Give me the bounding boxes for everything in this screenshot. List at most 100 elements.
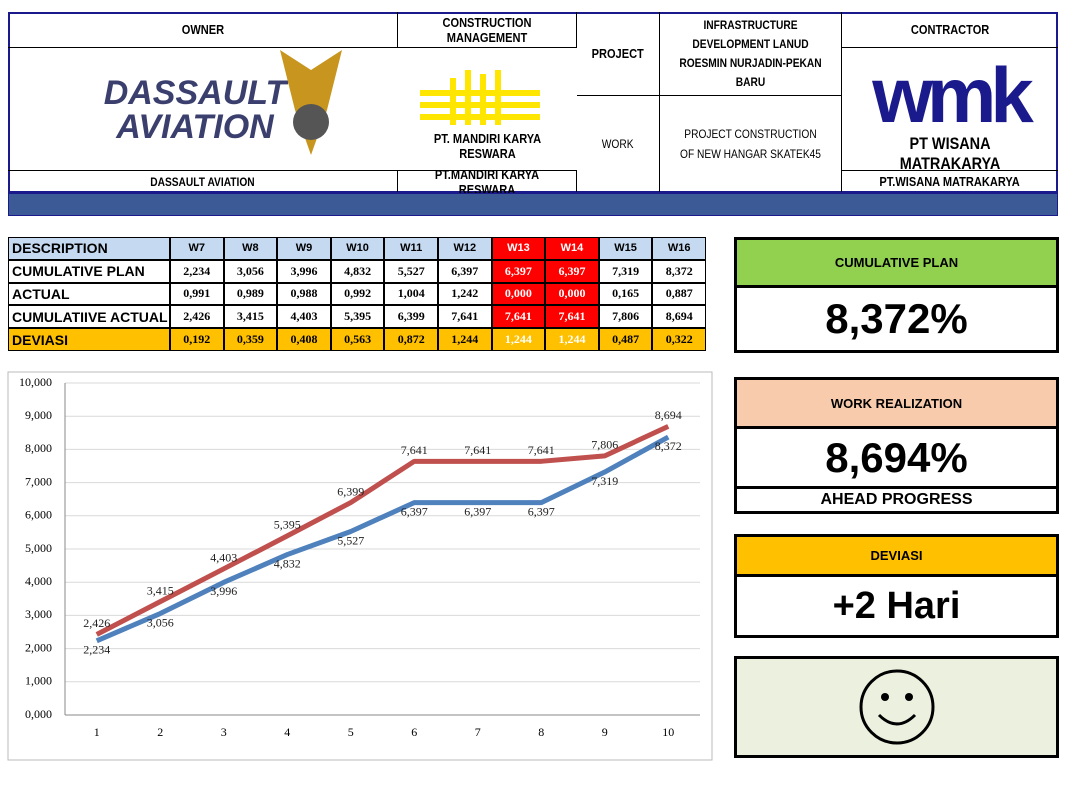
series-line — [95, 424, 670, 637]
project-text: INFRASTRUCTURE DEVELOPMENT LANUD ROESMIN… — [679, 17, 822, 89]
data-label: 3,056 — [147, 615, 174, 629]
table-cell: 0,563 — [330, 328, 385, 351]
table-cell: 0,487 — [598, 328, 653, 351]
owner-title: OWNER — [181, 22, 224, 37]
table-cell: 3,996 — [277, 259, 331, 283]
y-tick-label: 4,000 — [25, 574, 52, 588]
y-tick-label: 5,000 — [25, 541, 52, 555]
table-cell: 7,641 — [491, 305, 546, 329]
table-cell: 0,000 — [491, 282, 546, 306]
chart-frame — [7, 371, 713, 761]
table-cell: 0,192 — [170, 328, 224, 351]
dev-value: +2 Hari — [734, 574, 1059, 638]
data-label: 7,806 — [591, 438, 618, 452]
y-tick-label: 7,000 — [25, 474, 52, 488]
table-cell: 6,397 — [491, 259, 546, 283]
data-label: 3,996 — [210, 584, 237, 598]
table-cell: 5,527 — [384, 259, 438, 283]
data-label: 6,397 — [528, 504, 555, 518]
table-cell: 2,234 — [170, 259, 224, 283]
table-cell: W14 — [545, 237, 599, 260]
data-label: 4,832 — [274, 556, 301, 570]
table-cell: 1,244 — [438, 328, 492, 351]
data-label: 7,641 — [401, 443, 428, 457]
project-label: PROJECT — [591, 46, 645, 61]
cm-name: PT.MANDIRI KARYA RESWARA — [434, 166, 540, 197]
table-cell: 0,165 — [598, 282, 653, 306]
emblem — [280, 50, 342, 155]
x-tick-label: 10 — [662, 725, 674, 739]
data-label: 7,319 — [591, 474, 618, 488]
data-label: 2,234 — [83, 643, 110, 657]
contractor-name: PT.WISANA MATRAKARYA — [879, 174, 1021, 189]
table-cell: W16 — [652, 237, 706, 260]
data-label: 4,403 — [210, 551, 237, 565]
work-label: WORK — [602, 137, 634, 151]
owner-logo: DASSAULT AVIATION — [103, 74, 287, 146]
table-cell: 0,989 — [223, 282, 278, 306]
table-cell: 0,359 — [223, 328, 278, 351]
table-cell: 0,988 — [277, 282, 331, 306]
smiley-panel — [734, 656, 1059, 758]
table-cell: DESCRIPTION — [8, 237, 170, 260]
y-tick-label: 1,000 — [25, 674, 52, 688]
y-tick-label: 2,000 — [25, 640, 52, 654]
y-tick-label: 6,000 — [25, 508, 52, 522]
contractor-logo: wmk — [872, 50, 1033, 139]
table-cell: CUMULATIVE PLAN — [8, 259, 170, 283]
table-cell: 4,832 — [330, 259, 385, 283]
x-tick-label: 1 — [94, 725, 100, 739]
table-cell: 6,397 — [438, 259, 492, 283]
table-cell: 8,694 — [652, 305, 706, 329]
contractor-logo-name: PT WISANA MATRAKARYA — [899, 134, 1001, 173]
table-cell: 0,992 — [330, 282, 385, 306]
table-cell: 7,806 — [598, 305, 653, 329]
data-label: 5,395 — [274, 518, 301, 532]
contractor-title: CONTRACTOR — [910, 22, 990, 37]
x-tick-label: 4 — [284, 725, 290, 739]
table-cell: W8 — [223, 237, 278, 260]
data-label: 5,527 — [337, 533, 364, 547]
header-box — [8, 12, 1058, 193]
y-tick-label: 0,000 — [25, 707, 52, 721]
smiley — [859, 669, 934, 745]
owner-name: DASSAULT AVIATION — [150, 174, 255, 189]
table-cell: W13 — [491, 237, 546, 260]
y-tick-label: 3,000 — [25, 607, 52, 621]
table-cell: 0,408 — [277, 328, 331, 351]
cm-logo-text: PT. MANDIRI KARYA RESWARA — [433, 131, 542, 161]
table-cell: ACTUAL — [8, 282, 170, 306]
table-cell: W7 — [170, 237, 224, 260]
x-tick-label: 8 — [538, 725, 544, 739]
table-cell: W12 — [438, 237, 492, 260]
table-cell: W10 — [330, 237, 385, 260]
table-cell: 7,641 — [545, 305, 599, 329]
table-cell: 3,415 — [223, 305, 278, 329]
table-cell: 1,242 — [438, 282, 492, 306]
work-note: AHEAD PROGRESS — [734, 486, 1059, 514]
table-cell: 7,641 — [438, 305, 492, 329]
y-tick-label: 10,000 — [19, 375, 52, 389]
table-cell: 5,395 — [330, 305, 385, 329]
data-label: 2,426 — [83, 616, 110, 630]
table-cell: 0,991 — [170, 282, 224, 306]
data-label: 6,397 — [401, 504, 428, 518]
table-cell: W9 — [277, 237, 331, 260]
data-label: 6,397 — [464, 504, 491, 518]
table-cell: 1,244 — [545, 328, 599, 351]
x-tick-label: 3 — [221, 725, 227, 739]
series-line — [95, 434, 670, 644]
x-tick-label: 2 — [157, 725, 163, 739]
data-label: 6,399 — [337, 484, 364, 498]
table-cell: 3,056 — [223, 259, 278, 283]
plan-value: 8,372% — [734, 285, 1059, 353]
table-cell: W15 — [598, 237, 653, 260]
data-label: 8,694 — [655, 408, 682, 422]
data-label: 7,641 — [528, 443, 555, 457]
table-cell: DEVIASI — [8, 328, 170, 351]
data-label: 7,641 — [464, 443, 491, 457]
table-cell: 4,403 — [277, 305, 331, 329]
table-cell: 6,397 — [545, 259, 599, 283]
